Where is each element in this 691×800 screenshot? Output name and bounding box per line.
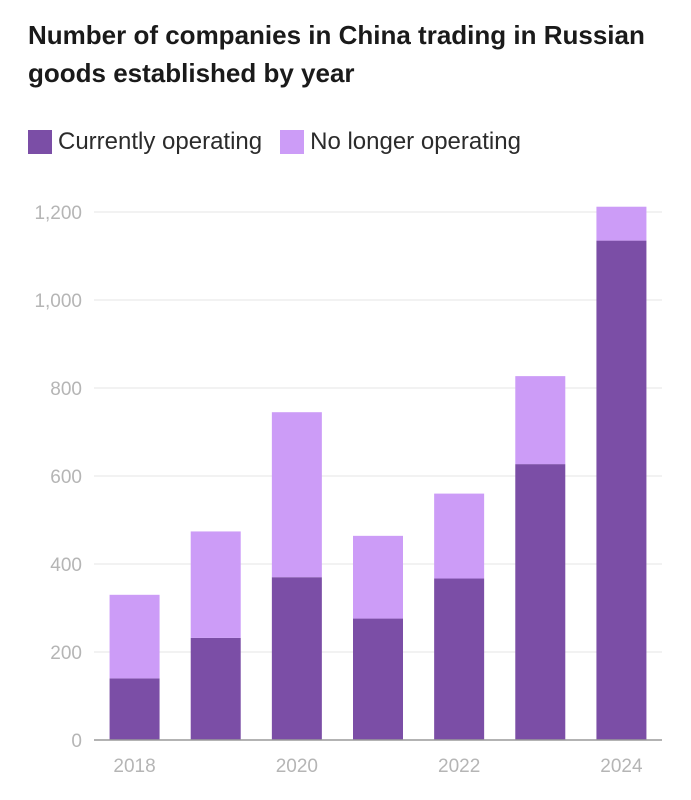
bar-currently-operating-2020 [271, 577, 322, 740]
bar-no-longer-operating-2021 [353, 535, 403, 619]
y-tick-label: 0 [71, 731, 82, 752]
chart-title: Number of companies in China trading in … [28, 20, 645, 88]
legend-item-no-longer-operating: No longer operating [280, 128, 521, 156]
legend-item-currently-operating: Currently operating [28, 128, 262, 156]
y-tick-label: 800 [50, 379, 82, 400]
bar-currently-operating-2024 [596, 240, 647, 740]
y-tick-label: 400 [50, 555, 82, 576]
bar-currently-operating-2019 [190, 637, 241, 740]
y-tick-label: 1,200 [34, 203, 82, 224]
bar-currently-operating-2018 [109, 678, 160, 740]
y-tick-label: 600 [50, 467, 82, 488]
legend-label-no-longer-operating: No longer operating [310, 128, 521, 155]
y-tick-label: 1,000 [34, 291, 82, 312]
bar-currently-operating-2021 [353, 618, 403, 740]
x-tick-label: 2020 [276, 756, 318, 777]
bar-no-longer-operating-2023 [515, 376, 566, 465]
bar-no-longer-operating-2024 [596, 206, 647, 241]
bar-no-longer-operating-2020 [271, 412, 322, 578]
bar-currently-operating-2023 [515, 464, 566, 740]
bar-no-longer-operating-2018 [109, 594, 160, 679]
bar-no-longer-operating-2022 [434, 493, 485, 579]
x-tick-label: 2024 [600, 756, 643, 777]
legend-label-currently-operating: Currently operating [58, 128, 263, 155]
bar-currently-operating-2022 [434, 578, 485, 740]
legend: Currently operating No longer operating [28, 128, 539, 156]
y-tick-label: 200 [50, 643, 82, 664]
legend-swatch-currently-operating [28, 130, 52, 154]
x-tick-label: 2018 [113, 756, 155, 777]
bar-no-longer-operating-2019 [190, 531, 241, 638]
x-tick-label: 2022 [438, 756, 480, 777]
legend-swatch-no-longer-operating [280, 130, 305, 154]
